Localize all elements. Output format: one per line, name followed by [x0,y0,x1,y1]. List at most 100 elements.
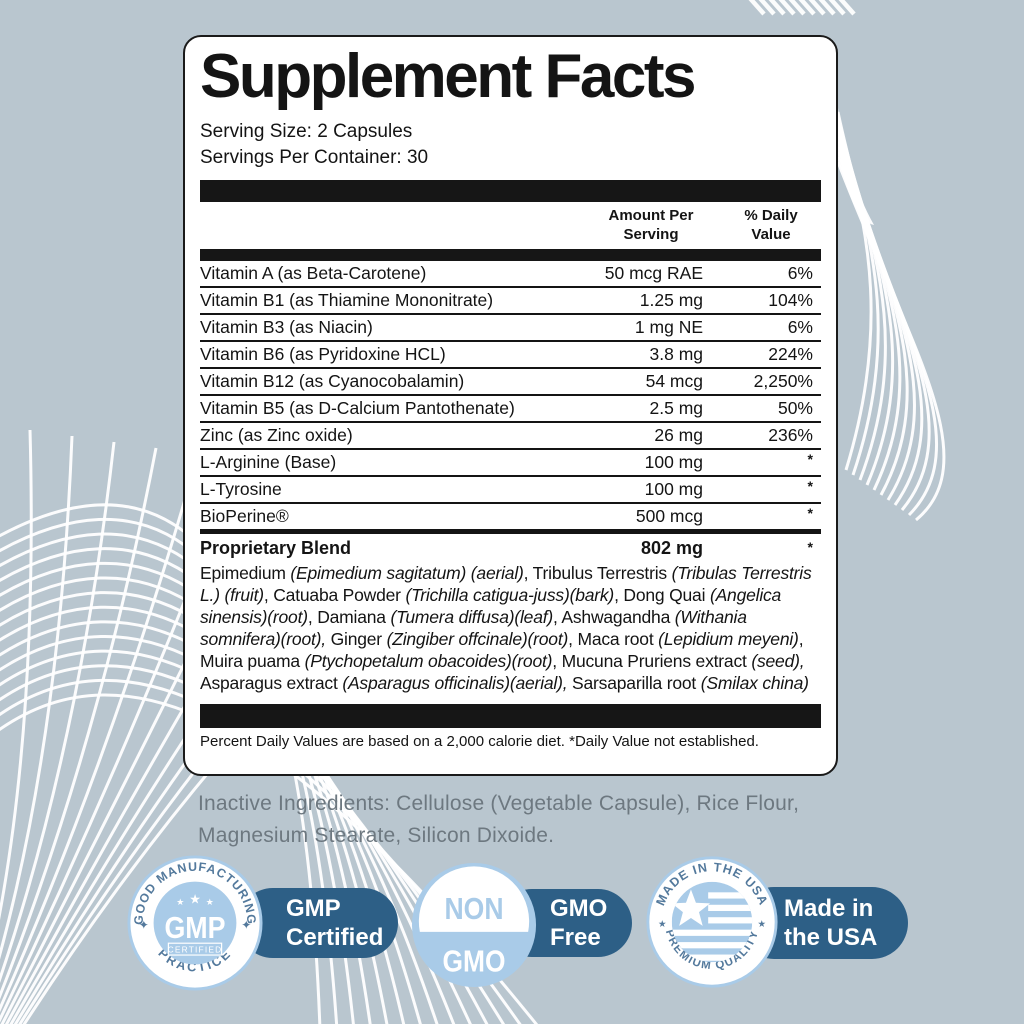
blend-ingredient: , Maca root [568,629,659,650]
ingredient-name: Vitamin B6 (as Pyridoxine HCL) [200,344,446,365]
divider-bar-bottom [200,704,821,729]
ingredient-daily-value: * [807,478,813,495]
usa-flag-graphic [671,881,753,963]
gmp-certified-pill: GMP Certified [238,888,398,958]
blend-scientific-name: (seed), [751,651,805,672]
ingredient-name: Zinc (as Zinc oxide) [200,425,353,446]
swirl-line [0,447,158,1000]
swirl-line [838,0,856,16]
swirl-line [748,0,766,16]
ingredient-name: Vitamin B5 (as D-Calcium Pantothenate) [200,398,515,419]
gmp-center-text: GMP [164,911,225,945]
gmp-ring-star-right: ✦ [241,918,251,932]
swirl-line [0,441,116,984]
blend-scientific-name: (Zingiber offcinale)(root) [386,629,569,650]
made-in-usa-seal-icon: MADE IN THE USA PREMIUM QUALITY ★ ★ [645,855,779,994]
supplement-facts-panel: Supplement Facts Serving Size: 2 Capsule… [183,35,838,776]
column-header-dv-line1: % Daily [744,207,798,225]
gmp-certified-text: CERTIFIED [168,945,223,955]
ingredient-amount: 3.8 mg [649,344,704,365]
swirl-line [818,0,836,16]
swirl-line [768,0,786,16]
ingredient-daily-value: * [807,505,813,522]
swirl-line [758,0,776,16]
ingredient-name: Vitamin B3 (as Niacin) [200,317,373,338]
gmo-pill-line2: Free [550,924,601,951]
inactive-ingredients-text: Inactive Ingredients: Cellulose (Vegetab… [198,792,800,847]
table-row: Vitamin B5 (as D-Calcium Pantothenate) 2.… [200,396,821,424]
swirl-line [778,0,796,16]
blend-ingredient: , Ashwagandha [553,607,675,628]
table-row: L-Arginine (Base) 100 mg * [200,450,821,478]
ingredients-table: Vitamin A (as Beta-Carotene) 50 mcg RAE 6%… [200,261,821,529]
table-row: Vitamin A (as Beta-Carotene) 50 mcg RAE 6% [200,261,821,289]
table-header: Amount Per Serving % Daily Value [200,202,821,249]
gmp-pill-line2: Certified [286,924,384,951]
swirl-line [0,429,33,920]
blend-ingredient: Asparagus extract [200,673,343,694]
table-row: BioPerine® 500 mcg * [200,504,821,529]
blend-scientific-name: (Lepidium meyeni) [658,629,799,650]
non-gmo-seal-icon: NON GMO [410,861,538,994]
ingredient-name: BioPerine® [200,506,289,527]
table-row: Vitamin B12 (as Cyanocobalamin) 54 mcg 2,2… [200,369,821,397]
ingredient-amount: 100 mg [644,479,703,500]
gmp-seal-icon: GOOD MANUFACTURING PRACTICE ✦ ✦ ★ ★ ★ GM… [126,854,264,997]
blend-scientific-name: (Asparagus officinalis)(aerial), [342,673,568,694]
table-row: L-Tyrosine 100 mg * [200,477,821,505]
divider-bar-top [200,180,821,203]
proprietary-blend-row: Proprietary Blend 802 mg * [200,529,821,560]
blend-ingredient: , Tribulus Terrestris [523,563,672,584]
blend-scientific-name: (Ptychopetalum obacoides)(root) [304,651,553,672]
blend-ingredient: Epimedium [200,563,291,584]
swirl-wedge [838,108,874,225]
ingredient-name: Vitamin A (as Beta-Carotene) [200,263,427,284]
non-gmo-dome [418,866,530,932]
ingredient-amount: 1.25 mg [639,290,703,311]
column-header-amount-line1: Amount Per [608,207,694,225]
gmo-pill-line1: GMO [550,895,608,922]
blend-dv: * [807,539,813,556]
blend-ingredient: Sarsaparilla root [567,673,701,694]
ingredient-name: L-Tyrosine [200,479,282,500]
swirl-line [808,0,826,16]
swirl-line [798,0,816,16]
ingredient-daily-value: 224% [768,344,813,365]
usa-pill-line1: Made in [784,895,874,922]
blend-name: Proprietary Blend [200,538,352,559]
blend-ingredient: , Muira puama [200,629,804,672]
swirl-line [0,435,74,960]
gmp-star-small-left: ★ [176,897,184,907]
blend-ingredient: , Mucuna Pruriens extract [552,651,752,672]
ingredient-daily-value: 236% [768,425,813,446]
column-header-spacer [200,206,581,244]
ingredient-amount: 2.5 mg [649,398,704,419]
ingredient-amount: 500 mcg [635,506,703,527]
panel-title: Supplement Facts [200,42,697,111]
swirl-line [788,0,806,16]
ingredient-daily-value: 6% [787,263,813,284]
ingredient-amount: 54 mcg [645,371,703,392]
column-header-dv-line2: Value [751,226,791,244]
blend-scientific-name: (Trichilla catigua-juss)(bark) [405,585,615,606]
blend-ingredient: Ginger [325,629,387,650]
divider-bar-header [200,249,821,262]
blend-scientific-name: (Angelica sinensis)(root) [200,585,782,628]
swirl-line [828,0,846,16]
ingredient-daily-value: 104% [768,290,813,311]
serving-size: Serving Size: 2 Capsules [200,121,413,143]
non-gmo-bottom-text: GMO [442,944,505,978]
gmp-star-small-right: ★ [206,897,214,907]
blend-scientific-name: (Tumera diffusa)(leaf) [390,607,554,628]
ingredient-amount: 1 mg NE [634,317,703,338]
ingredient-daily-value: * [807,451,813,468]
table-row: Zinc (as Zinc oxide) 26 mg 236% [200,423,821,451]
swirl-line [0,453,200,1013]
servings-per-container: Servings Per Container: 30 [200,147,429,169]
ingredient-daily-value: 2,250% [753,371,813,392]
gmp-pill-line1: GMP [286,895,341,922]
usa-flag-star [671,889,711,926]
blend-scientific-name: (Smilax china) [700,673,809,694]
ingredient-amount: 100 mg [644,452,703,473]
gmp-star-big: ★ [189,891,200,906]
